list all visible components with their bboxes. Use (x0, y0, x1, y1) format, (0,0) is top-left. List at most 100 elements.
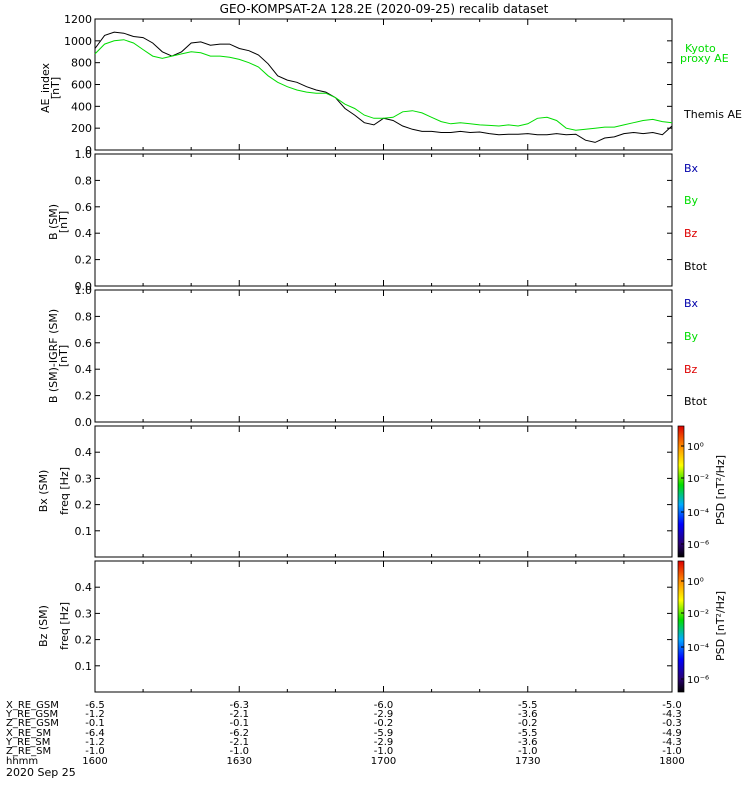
y-tick-label: 400 (71, 100, 92, 113)
bx-colorbar (677, 425, 685, 558)
y-tick-label: 0.6 (75, 337, 93, 350)
x-axis-time-label: 1700 (371, 756, 396, 767)
legend-proxy-ae: proxy AE (680, 52, 729, 65)
y-tick-label: 800 (71, 57, 92, 70)
ephemeris-value: -1.0 (662, 746, 682, 757)
colorbar-tick-label: 10⁻² (687, 609, 709, 620)
colorbar-tick-label: 10⁻⁶ (687, 540, 709, 551)
ephemeris-value: -5.0 (662, 700, 682, 711)
y-tick-label: 0.3 (75, 607, 93, 620)
ephemeris-row-label: Y_RE_GSM (5, 709, 58, 720)
ephemeris-value: -6.3 (229, 700, 249, 711)
ephemeris-value: -1.0 (85, 746, 105, 757)
y-tick-label: 0 (85, 144, 92, 157)
ae-panel-frame (94, 18, 673, 151)
y-tick-label: 0.2 (75, 499, 93, 512)
colorbar-tick-label: 10⁰ (687, 442, 704, 453)
ephemeris-row-label: X_RE_SM (6, 728, 51, 739)
ephemeris-row-label: X_RE_GSM (6, 700, 59, 711)
ephemeris-value: -0.3 (662, 718, 682, 729)
bz-ylabel: Bz (SM) (37, 605, 50, 647)
y-tick-label: 0.4 (75, 227, 93, 240)
bx-spectrogram-frame (94, 425, 673, 558)
bx-colorbar-label: PSD [nT²/Hz] (714, 455, 727, 525)
y-tick-label: 200 (71, 122, 92, 135)
ephemeris-value: -3.6 (518, 709, 538, 720)
y-tick-label: 0.6 (75, 201, 93, 214)
legend-b-by: By (684, 194, 699, 207)
ephemeris-value: -2.1 (229, 709, 249, 720)
legend-b-btot: Btot (684, 260, 708, 273)
legend-kyoto: Kyoto (685, 42, 716, 55)
ephemeris-value: -6.5 (85, 700, 105, 711)
y-tick-label: 0.1 (75, 660, 93, 673)
y-tick-label: 0.4 (75, 363, 93, 376)
ephemeris-value: -2.1 (229, 737, 249, 748)
y-tick-label: 0.0 (75, 416, 93, 429)
y-tick-label: 0.1 (75, 525, 93, 538)
ephemeris-value: -5.5 (518, 728, 538, 739)
ephemeris-value: -1.0 (518, 746, 538, 757)
y-tick-label: 1.0 (75, 284, 93, 297)
bz-spectrogram-frame (94, 560, 673, 693)
legend-bd-by: By (684, 330, 699, 343)
y-tick-label: 1200 (64, 13, 92, 26)
ephemeris-row-label: Z_RE_SM (6, 746, 51, 757)
y-tick-label: 0.3 (75, 472, 93, 485)
y-tick-label: 0.0 (75, 280, 93, 293)
legend-themis-ae: Themis AE (683, 108, 742, 121)
ephemeris-value: -1.2 (85, 737, 105, 748)
y-tick-label: 0.2 (75, 390, 93, 403)
kyoto-proxy-ae-line (94, 39, 673, 131)
ephemeris-value: -0.2 (518, 718, 538, 729)
bx-ylabel: Bx (SM) (37, 470, 50, 513)
ephemeris-value: -0.2 (374, 718, 394, 729)
legend-b-bx: Bx (684, 162, 699, 175)
ephemeris-value: -6.2 (229, 728, 249, 739)
ephemeris-value: -5.9 (374, 728, 394, 739)
colorbar-tick-label: 10⁰ (687, 577, 704, 588)
y-tick-label: 0.8 (75, 174, 93, 187)
chart-title: GEO-KOMPSAT-2A 128.2E (2020-09-25) recal… (220, 2, 549, 16)
ephemeris-value: -4.3 (662, 737, 682, 748)
ephemeris-value: -1.2 (85, 709, 105, 720)
y-tick-label: 600 (71, 79, 92, 92)
y-tick-label: 0.2 (75, 634, 93, 647)
b-panel-frame (94, 153, 673, 287)
y-tick-label: 0.4 (75, 581, 93, 594)
ephemeris-value: -4.3 (662, 709, 682, 720)
ephemeris-value: -2.9 (374, 709, 394, 720)
bx-ylabel-freq: freq [Hz] (58, 467, 71, 515)
x-axis-time-label: 1630 (227, 756, 252, 767)
ephemeris-value: -4.9 (662, 728, 682, 739)
ephemeris-row-label: Y_RE_SM (5, 737, 50, 748)
y-tick-label: 0.4 (75, 446, 93, 459)
themis-ae-line (94, 31, 673, 143)
b-ylabel-unit: [nT] (57, 211, 70, 233)
y-tick-label: 1000 (64, 35, 92, 48)
ephemeris-value: -6.0 (374, 700, 394, 711)
legend-bd-bz: Bz (684, 363, 698, 376)
bz-colorbar-label: PSD [nT²/Hz] (714, 591, 727, 661)
bd-panel-frame (94, 289, 673, 423)
ephemeris-row-label: hhmm (6, 756, 38, 767)
ae-ylabel-unit: [nT] (49, 77, 62, 99)
ephemeris-value: -0.1 (85, 718, 105, 729)
y-tick-label: 0.8 (75, 310, 93, 323)
ephemeris-value: -1.0 (229, 746, 249, 757)
legend-bd-btot: Btot (684, 395, 708, 408)
colorbar-tick-label: 10⁻⁶ (687, 675, 709, 686)
y-tick-label: 1.0 (75, 148, 93, 161)
colorbar-tick-label: 10⁻⁴ (687, 643, 709, 654)
y-tick-label: 0.2 (75, 254, 93, 267)
legend-bd-bx: Bx (684, 297, 699, 310)
b-ylabel: B (SM) (47, 204, 60, 240)
ephemeris-value: -2.9 (374, 737, 394, 748)
ephemeris-value: -3.6 (518, 737, 538, 748)
ephemeris-row-label: Z_RE_GSM (6, 718, 59, 729)
ephemeris-value: -1.0 (374, 746, 394, 757)
colorbar-tick-label: 10⁻⁴ (687, 508, 709, 519)
legend-b-bz: Bz (684, 227, 698, 240)
ephemeris-date: 2020 Sep 25 (6, 766, 76, 779)
